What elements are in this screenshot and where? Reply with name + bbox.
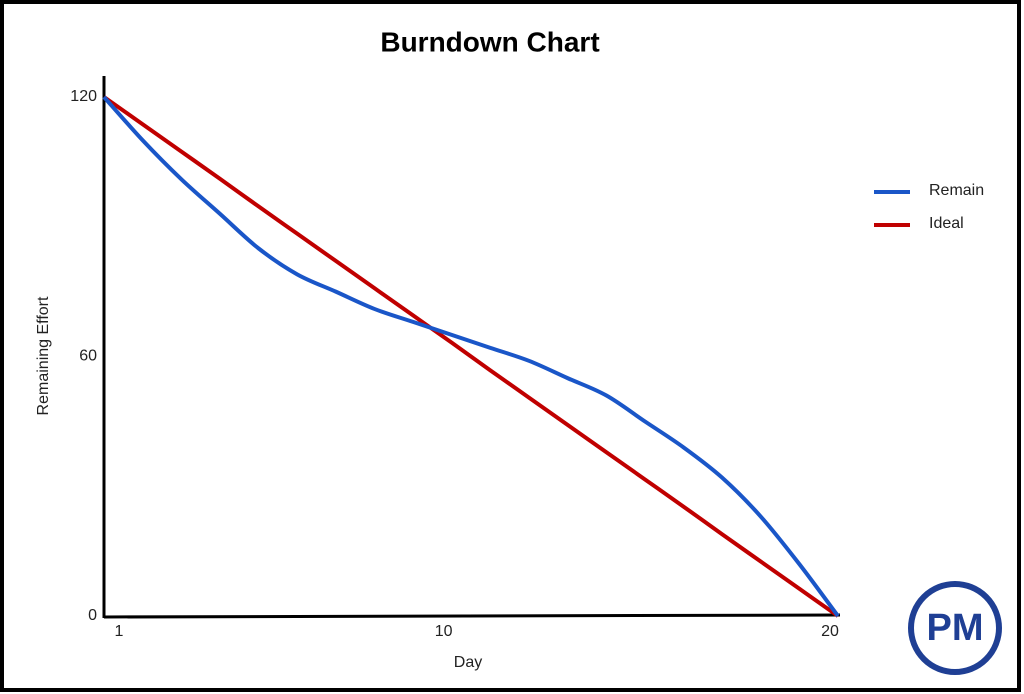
legend-label: Ideal (929, 215, 964, 232)
x-tick-label: 20 (821, 623, 839, 640)
x-axis-label: Day (454, 654, 482, 671)
legend-label: Remain (929, 182, 984, 199)
x-tick-label: 1 (115, 623, 124, 640)
logo-text: PM (927, 607, 984, 649)
series-line (102, 95, 840, 618)
series-line (102, 95, 840, 618)
y-tick-label: 120 (70, 88, 97, 105)
logo-ring (908, 581, 1002, 675)
y-tick-label: 60 (79, 348, 97, 365)
x-tick-label: 10 (435, 623, 453, 640)
y-axis-label: Remaining Effort (35, 296, 52, 415)
y-tick-label: 0 (88, 607, 97, 624)
x-axis (103, 613, 841, 619)
chart-title: Burndown Chart (380, 26, 599, 57)
logo: PM (908, 581, 1002, 675)
